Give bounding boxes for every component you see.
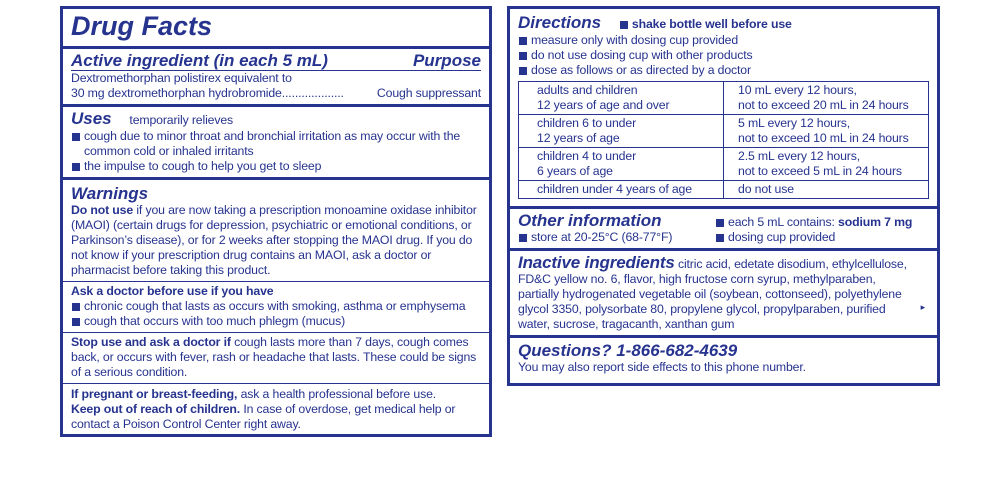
table-cell: children 4 to under 6 years of age — [518, 147, 724, 181]
text: temporarily relieves — [129, 113, 234, 127]
cell-line: 6 years of age — [537, 164, 613, 178]
heading: Directions — [518, 13, 602, 32]
arrow: ▸ — [920, 302, 926, 312]
warn-sub: Stop use and ask a doctor if cough lasts… — [63, 333, 489, 384]
left-panel: Drug Facts Active ingredient (in each 5 … — [60, 6, 492, 437]
text: cough lasts more than 7 days, cough come… — [71, 335, 477, 379]
text: Cough suppressant — [376, 86, 481, 100]
cell-line: 12 years of age and over — [537, 98, 670, 112]
text: Dextromethorphan polistirex equivalent t… — [71, 71, 292, 85]
table-cell: 10 mL every 12 hours, not to exceed 20 mL… — [723, 81, 929, 115]
cell-line: not to exceed 5 mL in 24 hours — [738, 164, 902, 178]
bullet: measure only with dosing cup provided — [518, 33, 929, 48]
heading: Active ingredient (in each 5 mL) — [71, 51, 328, 70]
other-grid: Other information store at 20-25°C (68-7… — [518, 211, 929, 245]
heading: Uses — [71, 109, 112, 128]
other-section: Other information store at 20-25°C (68-7… — [510, 209, 937, 251]
text: In case of overdose, get medical help or… — [71, 402, 456, 431]
cell-line: adults and children — [537, 83, 638, 97]
bullet: cough due to minor throat and bronchial … — [71, 129, 481, 159]
bullet: the impulse to cough to help you get to … — [71, 159, 481, 174]
dots: ................... — [281, 86, 344, 100]
text: 30 mg dextromethorphan hydrobromide — [71, 86, 282, 100]
bullet: dose as follows or as directed by a doct… — [518, 63, 929, 78]
lead: If pregnant or breast-feeding, — [71, 387, 238, 401]
active-section: Active ingredient (in each 5 mL) Purpose… — [63, 49, 489, 107]
heading: Other information — [518, 211, 662, 230]
text: if you are now taking a prescription mon… — [71, 203, 477, 277]
title: Drug Facts — [71, 11, 213, 41]
text: each 5 mL contains: — [728, 215, 835, 229]
table-row: adults and children 12 years of age and o… — [518, 81, 929, 115]
text: citric acid, edetate disodium, ethylcell… — [518, 257, 907, 331]
cell-line: 5 mL every 12 hours, — [738, 116, 851, 130]
text: ask a health professional before use. — [240, 387, 437, 401]
table-row: children under 4 years of age do not use — [518, 180, 929, 199]
cell-line: children 6 to under — [537, 116, 637, 130]
bullet: chronic cough that lasts as occurs with … — [71, 299, 481, 314]
cell-line: 10 mL every 12 hours, — [738, 83, 857, 97]
heading: Purpose — [412, 51, 481, 70]
table-row: children 6 to under 12 years of age 5 mL e… — [518, 114, 929, 148]
warn-sub: Ask a doctor before use if you have chro… — [63, 282, 489, 333]
directions-section: Directions shake bottle well before use … — [510, 9, 937, 209]
table-cell: children under 4 years of age — [518, 180, 724, 199]
cell-line: not to exceed 20 mL in 24 hours — [738, 98, 909, 112]
text: You may also report side effects to this… — [518, 360, 806, 374]
uses-section: Uses temporarily relieves cough due to m… — [63, 107, 489, 180]
text-row: 30 mg dextromethorphan hydrobromide ....… — [71, 86, 481, 101]
dose-table: adults and children 12 years of age and o… — [518, 81, 929, 199]
cell-line: 12 years of age — [537, 131, 620, 145]
title-section: Drug Facts — [63, 9, 489, 49]
cell-line: children 4 to under — [537, 149, 637, 163]
table-cell: children 6 to under 12 years of age — [518, 114, 724, 148]
bullet: do not use dosing cup with other product… — [518, 48, 929, 63]
lead: Do not use — [71, 203, 134, 217]
heading: Warnings — [71, 184, 149, 203]
table-cell: 2.5 mL every 12 hours, not to exceed 5 mL… — [723, 147, 929, 181]
inactive-section: Inactive ingredients citric acid, edetat… — [510, 251, 937, 338]
warn-sub: If pregnant or breast-feeding, ask a hea… — [71, 384, 481, 432]
lead: Ask a doctor before use if you have — [71, 284, 274, 298]
cell-line: 2.5 mL every 12 hours, — [738, 149, 861, 163]
heading: Inactive ingredients — [518, 253, 675, 272]
bullet: each 5 mL contains: sodium 7 mg — [715, 215, 912, 230]
cell-line: not to exceed 10 mL in 24 hours — [738, 131, 909, 145]
bullet: cough that occurs with too much phlegm (… — [71, 314, 481, 329]
table-cell: do not use — [723, 180, 929, 199]
table-cell: 5 mL every 12 hours, not to exceed 10 mL … — [723, 114, 929, 148]
right-panel: Directions shake bottle well before use … — [507, 6, 940, 386]
lead: Keep out of reach of children. — [71, 402, 241, 416]
table-cell: adults and children 12 years of age and o… — [518, 81, 724, 115]
bullet: store at 20-25°C (68-77°F) — [518, 230, 715, 245]
value: sodium 7 mg — [838, 215, 913, 229]
note: shake bottle well before use — [619, 17, 792, 31]
lead: Stop use and ask a doctor if — [71, 335, 231, 349]
questions-section: Questions? 1-866-682-4639 You may also r… — [518, 338, 929, 375]
cell-line: children under 4 years of age — [537, 182, 692, 196]
table-row: children 4 to under 6 years of age 2.5 mL … — [518, 147, 929, 181]
warn-sub: Warnings Do not use if you are now takin… — [63, 182, 489, 282]
heading: Questions? 1-866-682-4639 — [518, 341, 738, 360]
cell-line: do not use — [738, 182, 794, 196]
bullet: dosing cup provided — [715, 230, 912, 245]
warnings-section: Warnings Do not use if you are now takin… — [63, 180, 489, 432]
active-head: Active ingredient (in each 5 mL) Purpose — [71, 51, 481, 71]
